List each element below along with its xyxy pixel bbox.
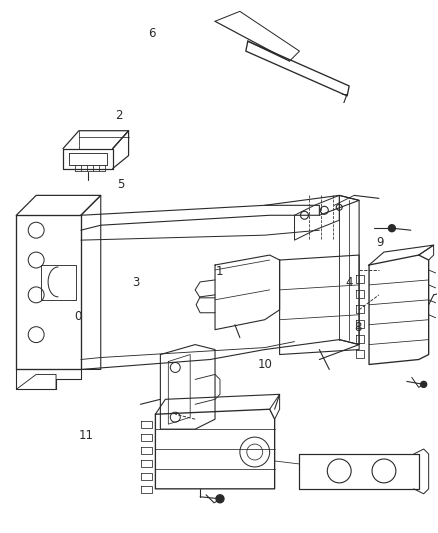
Text: 4: 4 (346, 276, 353, 289)
Text: 1: 1 (215, 265, 223, 278)
Text: 3: 3 (133, 276, 140, 289)
Text: 10: 10 (257, 358, 272, 371)
Text: 11: 11 (79, 429, 94, 442)
Circle shape (421, 382, 427, 387)
Text: 2: 2 (115, 109, 123, 122)
Text: 9: 9 (376, 236, 384, 249)
Text: 6: 6 (148, 27, 155, 39)
Text: 7: 7 (342, 93, 349, 106)
Text: 0: 0 (74, 310, 81, 324)
Circle shape (216, 495, 224, 503)
Text: 8: 8 (355, 321, 362, 334)
Text: 5: 5 (117, 178, 125, 191)
Circle shape (389, 225, 396, 232)
